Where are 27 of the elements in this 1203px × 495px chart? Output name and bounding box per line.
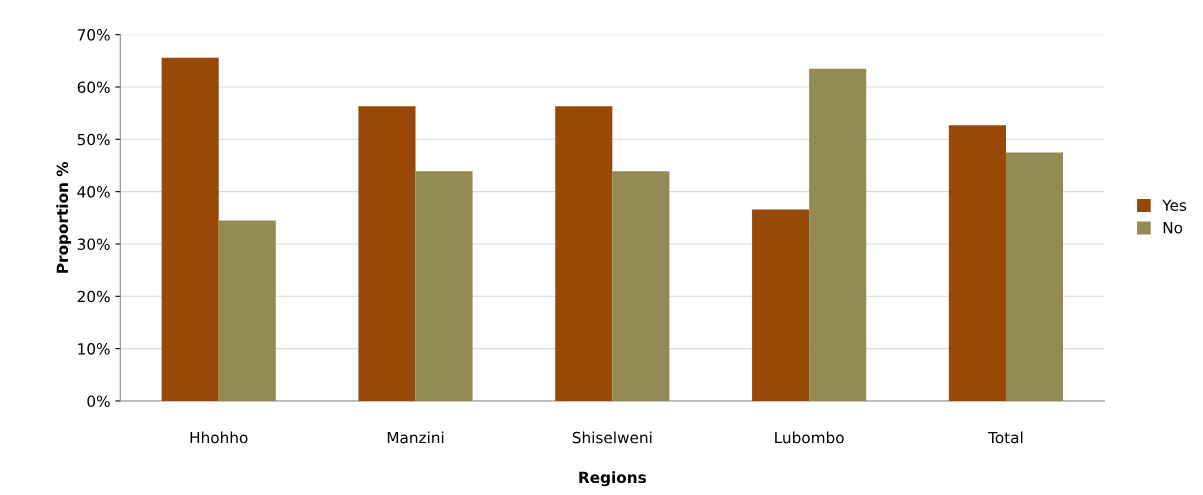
y-tick-label: 70%	[77, 29, 110, 41]
y-tick-label: 20%	[77, 290, 110, 303]
bar	[358, 106, 416, 401]
y-tick-label: 10%	[78, 343, 110, 355]
x-tick-label: Total	[988, 431, 1023, 444]
bar	[1005, 152, 1064, 401]
x-tick-label: Lubombo	[775, 431, 844, 444]
bar	[612, 171, 670, 401]
y-tick-label: 0%	[87, 395, 110, 407]
bar	[161, 57, 219, 401]
y-tick-label: 30%	[77, 238, 110, 250]
y-tick-label: 60%	[77, 81, 110, 93]
x-tick-label: Manzini	[387, 431, 444, 444]
bar	[555, 106, 613, 401]
legend-label: No	[1163, 222, 1183, 234]
y-tick-label: 40%	[77, 186, 110, 198]
y-tick-label: 50%	[77, 133, 110, 146]
x-tick-label: Shiselweni	[572, 431, 652, 444]
bar	[809, 68, 867, 401]
bar	[415, 171, 473, 401]
bar	[218, 220, 276, 401]
bar	[752, 209, 810, 401]
x-axis-title: Regions	[579, 471, 646, 487]
x-tick-label: Hhohho	[190, 431, 248, 444]
legend-label: Yes	[1162, 199, 1187, 212]
y-axis-title: Proportion %	[56, 161, 72, 273]
bar	[948, 125, 1006, 401]
